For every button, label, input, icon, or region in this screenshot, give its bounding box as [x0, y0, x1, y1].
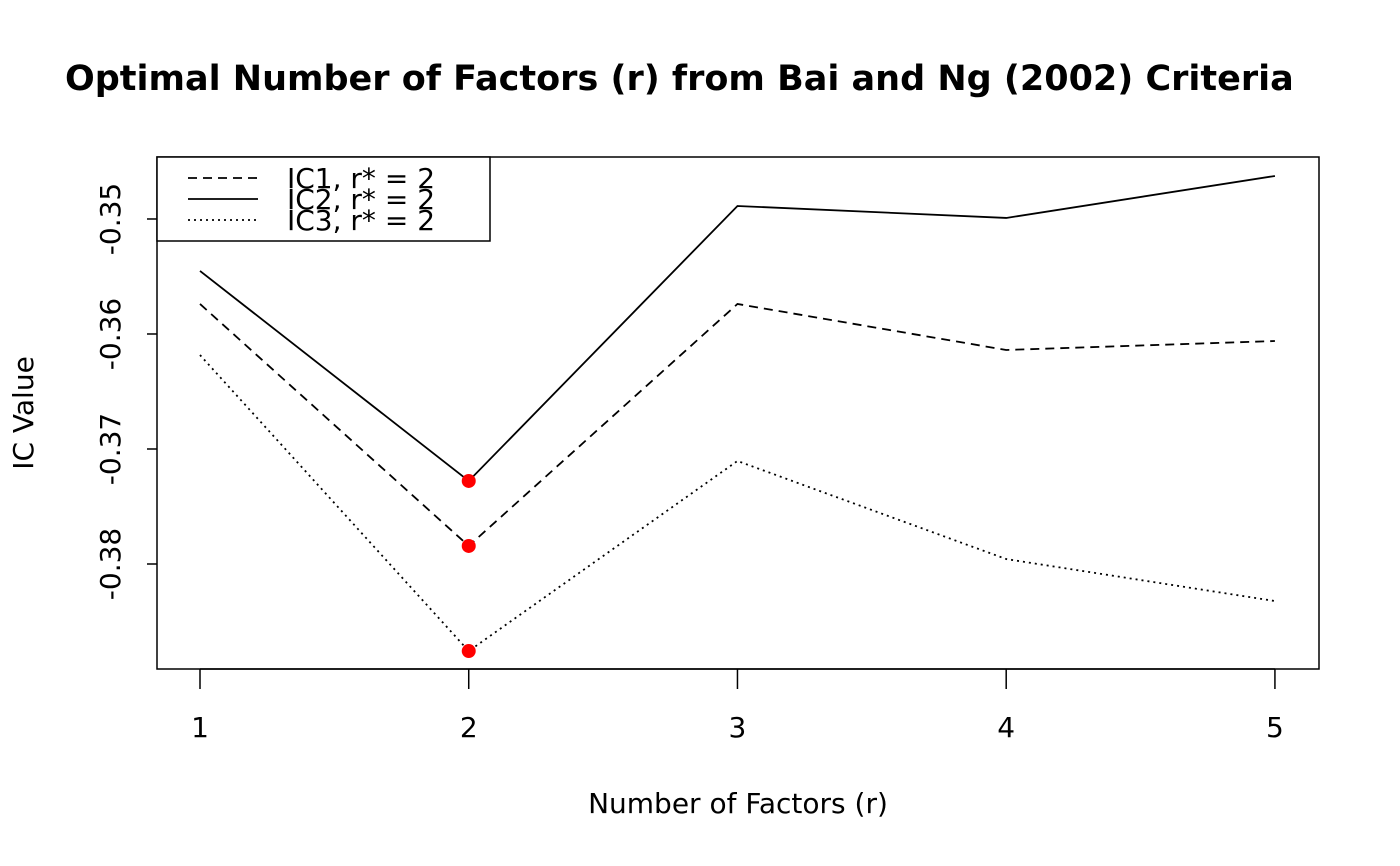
legend-label: IC3, r* = 2 [287, 204, 435, 237]
series-line [199, 303, 1275, 548]
series-line [199, 175, 1276, 483]
chart-title: Optimal Number of Factors (r) from Bai a… [65, 59, 1294, 99]
x-tick-label: 2 [460, 711, 478, 744]
x-tick-label: 5 [1266, 711, 1284, 744]
series-line [199, 354, 1276, 653]
y-tick-label: -0.35 [94, 183, 127, 255]
y-tick-label: -0.38 [94, 528, 127, 600]
x-tick-label: 3 [729, 711, 747, 744]
optimum-point [461, 644, 476, 659]
optimum-point [461, 473, 476, 488]
x-axis-label: Number of Factors (r) [588, 787, 888, 820]
x-tick-label: 1 [191, 711, 209, 744]
legend-label: IC1, r* = 2 [287, 162, 435, 195]
legend-label: IC2, r* = 2 [287, 183, 435, 216]
y-tick-label: -0.37 [94, 413, 127, 485]
y-tick-label: -0.36 [94, 298, 127, 370]
y-axis-label: IC Value [7, 356, 40, 470]
optimum-point [461, 538, 476, 553]
x-tick-label: 4 [997, 711, 1015, 744]
